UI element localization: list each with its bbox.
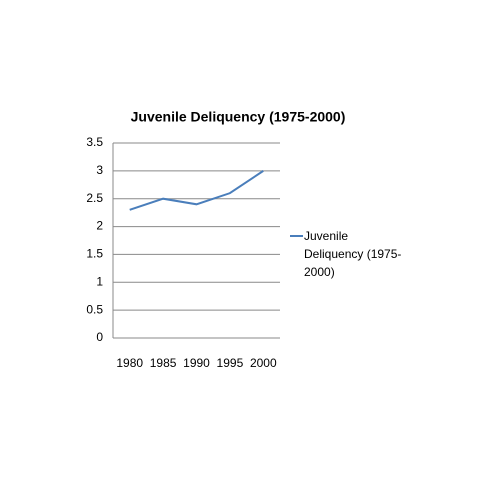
legend-label: Juvenile Deliquency (1975-2000) [304,229,402,279]
y-tick-label: 1 [96,274,103,288]
legend-entry: Juvenile Deliquency (1975-2000) [304,229,402,279]
y-tick-label: 2 [96,219,103,233]
y-tick-label: 3.5 [86,135,103,149]
x-tick-label: 1995 [217,356,244,370]
chart-title: Juvenile Deliquency (1975-2000) [131,109,346,125]
y-tick-label: 1.5 [86,247,103,261]
y-tick-label: 0.5 [86,302,103,316]
y-tick-label: 0 [96,330,103,344]
series-line [129,170,264,211]
x-tick-label: 1990 [183,356,210,370]
x-tick-label: 2000 [250,356,277,370]
x-tick-label: 1985 [150,356,177,370]
y-tick-label: 2.5 [86,191,103,205]
y-tick-label: 3 [96,163,103,177]
x-tick-label: 1980 [116,356,143,370]
